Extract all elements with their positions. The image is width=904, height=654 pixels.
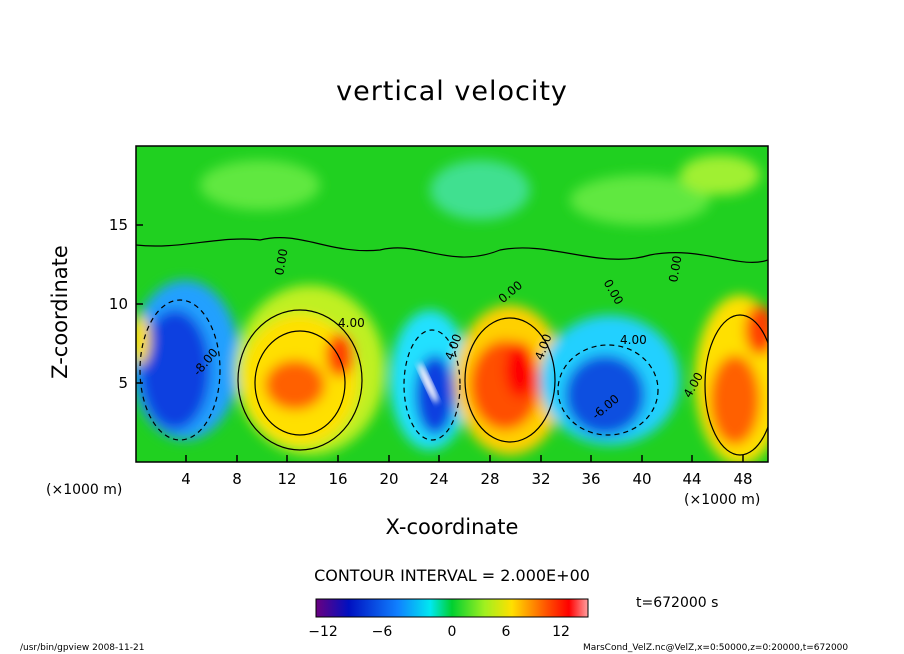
x-ticks	[136, 224, 744, 462]
y-tick-label: 10	[108, 295, 128, 313]
contour-field	[136, 146, 768, 462]
x-tick-label: 24	[429, 470, 449, 488]
colorbar-tick: −12	[308, 624, 338, 640]
x-tick-label: 16	[328, 470, 348, 488]
x-tick-label: 36	[581, 470, 601, 488]
time-label: t=672000 s	[636, 595, 719, 611]
x-axis-label: X-coordinate	[385, 515, 519, 539]
colorbar-tick: 0	[447, 624, 457, 640]
colorbar-tick: −6	[371, 624, 393, 640]
x-unit-label: (×1000 m)	[684, 492, 761, 508]
x-tick-label: 20	[379, 470, 399, 488]
contour-label: 4.00	[620, 333, 647, 347]
y-tick-label: 15	[108, 216, 128, 234]
x-tick-label: 8	[232, 470, 242, 488]
y-axis-label: Z-coordinate	[48, 245, 72, 379]
contour-interval: CONTOUR INTERVAL = 2.000E+00	[314, 566, 590, 585]
x-tick-label: 12	[277, 470, 297, 488]
colorbar-tick: 12	[552, 624, 570, 640]
colorbar-tick: 6	[501, 624, 511, 640]
x-tick-label: 40	[632, 470, 652, 488]
x-tick-label: 4	[181, 470, 191, 488]
colorbar	[315, 598, 589, 618]
footer-left: /usr/bin/gpview 2008-11-21	[20, 643, 145, 653]
x-tick-label: 32	[531, 470, 551, 488]
footer-right: MarsCond_VelZ.nc@VelZ,x=0:50000,z=0:2000…	[583, 643, 849, 653]
x-tick-label: 44	[682, 470, 702, 488]
y-tick-label: 5	[118, 374, 128, 392]
x-tick-label: 48	[733, 470, 753, 488]
contour-label: 4.00	[338, 316, 365, 330]
chart-title: vertical velocity	[336, 76, 568, 107]
y-unit-label: (×1000 m)	[46, 482, 123, 498]
x-tick-label: 28	[480, 470, 500, 488]
